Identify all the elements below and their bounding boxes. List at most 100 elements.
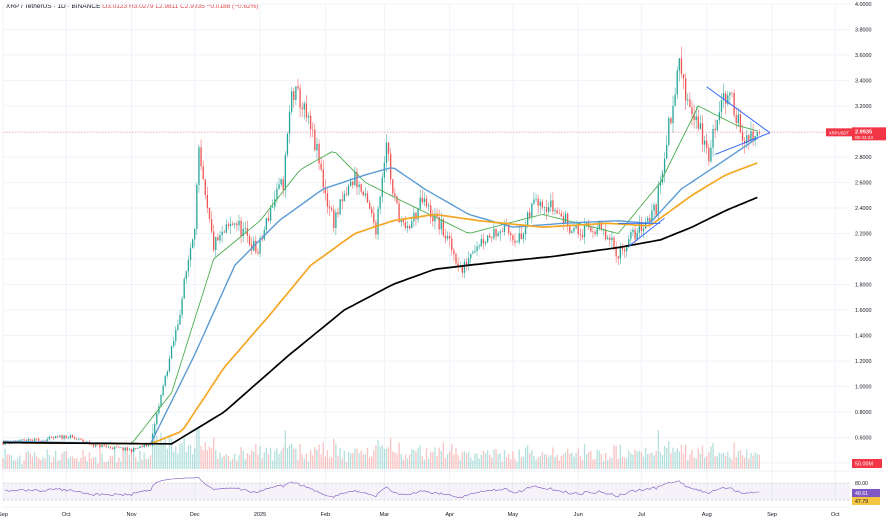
candle-body (200, 147, 202, 167)
candle-body (179, 314, 181, 325)
volume-bar (693, 457, 695, 469)
volume-bar (84, 456, 86, 469)
candle-body (474, 250, 476, 253)
volume-bar (95, 457, 97, 469)
volume-bar (533, 455, 535, 469)
candle-body (236, 223, 238, 226)
volume-bar (590, 450, 592, 469)
volume-bar (175, 446, 177, 469)
candle-body (556, 210, 558, 214)
candle-body (135, 447, 137, 449)
candle-body (177, 324, 179, 330)
symbol-title[interactable]: XRP / TetherUS · 1D · BINANCE (6, 3, 101, 10)
triangle-pattern[interactable] (618, 86, 771, 247)
volume-bar (503, 449, 506, 469)
candle-body (333, 209, 335, 229)
candle-body (647, 218, 649, 222)
candle-body (328, 206, 331, 209)
volume-bar (282, 447, 284, 469)
volume-bar (564, 452, 567, 469)
volume-bar (419, 445, 421, 469)
volume-bar (371, 456, 373, 469)
candle-body (697, 116, 699, 129)
candle-body (164, 375, 166, 386)
candle-body (735, 115, 737, 123)
candle-body (347, 185, 350, 195)
volume-bar (689, 454, 691, 469)
price-axis[interactable]: 4.00003.80003.60003.40003.20003.00002.80… (855, 2, 872, 467)
volume-bar (501, 461, 504, 469)
volume-bar (647, 454, 649, 469)
candle-body (579, 234, 581, 235)
volume-bar (284, 430, 286, 469)
volume-bar (73, 458, 76, 469)
volume-bar (615, 446, 617, 469)
candle-body (185, 271, 187, 279)
volume-bar (99, 445, 101, 469)
volume-bar (46, 449, 48, 469)
candle-body (50, 436, 53, 438)
volume-bar (697, 448, 699, 469)
candle-body (708, 147, 710, 162)
candle-body (297, 86, 299, 89)
candle-body (92, 444, 95, 447)
volume-bar (42, 456, 44, 469)
candle-body (263, 229, 265, 240)
candle-body (678, 58, 680, 71)
candle-body (701, 123, 704, 145)
volume-bar (451, 444, 453, 469)
volume-bar (415, 451, 417, 469)
candle-body (682, 73, 685, 79)
candle-body (569, 226, 571, 233)
volume-bar (408, 454, 411, 469)
volume-bar (657, 430, 659, 469)
volume-bar (752, 455, 754, 469)
volume-bar (337, 455, 339, 469)
volume-bar (440, 450, 442, 469)
volume-bar (449, 451, 451, 469)
volume-bar (368, 457, 371, 469)
candle-body (381, 177, 383, 197)
volume-bar (147, 458, 150, 469)
candle-body (727, 95, 729, 104)
volume-bar (160, 432, 162, 469)
candle-body (305, 103, 308, 118)
volume-bar (183, 437, 185, 469)
volume-bar (107, 461, 110, 469)
candle-body (501, 231, 504, 232)
volume-bar (524, 447, 527, 469)
candle-body (672, 105, 674, 123)
candle-body (408, 225, 411, 229)
volume-bar (229, 460, 232, 469)
volume-bar (398, 442, 400, 469)
volume-bar (396, 454, 398, 469)
volume-bar (227, 455, 230, 469)
volume-bar (166, 448, 168, 469)
candle-body (712, 128, 714, 148)
candle-body (425, 198, 428, 207)
candle-body (411, 221, 413, 229)
candle-body (659, 182, 662, 186)
volume-bar (25, 451, 27, 469)
candle-body (246, 228, 249, 236)
candle-body (238, 220, 240, 226)
candle-body (526, 212, 529, 226)
time-axis[interactable]: Sep Oct Nov Dec 2025 Feb Mar Apr May Jun Jul Aug Sep… (0, 506, 850, 518)
candle-body (457, 263, 459, 267)
volume-bar (541, 452, 544, 469)
candle-body (223, 231, 225, 233)
volume-bar (269, 447, 272, 469)
volume-bar (701, 445, 704, 469)
candle-body (265, 218, 268, 230)
candle-body (349, 181, 352, 186)
volume-bar (345, 461, 348, 469)
candle-body (52, 437, 55, 439)
candle-body (640, 222, 643, 231)
volume-bar (548, 456, 550, 469)
volume-bar (103, 461, 105, 469)
candle-body (385, 142, 388, 163)
volume-bar (198, 428, 200, 469)
candle-body (703, 140, 706, 145)
